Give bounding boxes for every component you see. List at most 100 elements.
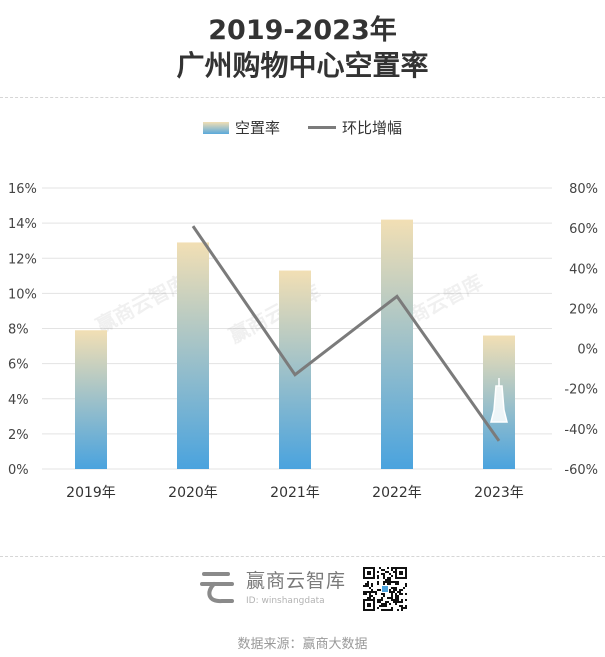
- qr-module: [405, 583, 407, 585]
- brand-id: ID: winshangdata: [246, 596, 325, 606]
- qr-module: [391, 609, 393, 611]
- qr-module: [391, 599, 393, 601]
- bar-2020年: [177, 242, 209, 469]
- qr-module: [369, 597, 371, 599]
- qr-module: [389, 609, 391, 611]
- qr-module: [383, 603, 385, 605]
- qr-module: [391, 567, 393, 569]
- qr-module: [377, 607, 379, 609]
- qr-module: [385, 609, 387, 611]
- y-left-tick-label: 4%: [8, 393, 29, 408]
- qr-module: [393, 587, 395, 589]
- qr-module: [367, 603, 371, 607]
- qr-module: [387, 583, 389, 585]
- qr-module: [401, 609, 403, 611]
- qr-module: [393, 599, 395, 601]
- qr-module: [373, 597, 375, 599]
- top-divider: [0, 97, 605, 98]
- qr-module: [395, 595, 397, 597]
- bar-2021年: [279, 270, 311, 469]
- data-source: 数据来源：赢商大数据: [237, 637, 368, 652]
- qr-module: [397, 595, 399, 597]
- legend-bar-swatch: [202, 121, 229, 134]
- y-left-tick-label: 0%: [8, 463, 29, 478]
- watermark-text: 赢商云智库: [92, 270, 192, 338]
- qr-module: [403, 607, 405, 609]
- qr-module: [391, 607, 393, 609]
- qr-module: [382, 586, 388, 592]
- chart-title-line1: 2019-2023年: [208, 15, 397, 46]
- qr-module: [383, 593, 385, 595]
- qr-module: [395, 583, 397, 585]
- qr-module: [397, 591, 399, 593]
- qr-module: [405, 593, 407, 595]
- bar-2022年: [381, 219, 413, 469]
- qr-module: [365, 593, 367, 595]
- qr-module: [383, 609, 385, 611]
- qr-module: [383, 577, 385, 579]
- qr-module: [395, 593, 397, 595]
- qr-module: [369, 593, 371, 595]
- brand-logo-icon: [198, 566, 238, 606]
- qr-module: [365, 583, 367, 585]
- qr-module: [377, 583, 379, 585]
- qr-module: [379, 589, 381, 591]
- qr-module: [401, 605, 403, 607]
- qr-module: [381, 609, 383, 611]
- x-tick-label: 2023年: [474, 485, 524, 501]
- qr-module: [367, 597, 369, 599]
- qr-module: [401, 589, 403, 591]
- qr-module: [367, 591, 369, 593]
- qr-module: [391, 591, 393, 593]
- qr-module: [401, 599, 403, 601]
- qr-module: [371, 585, 373, 587]
- qr-module: [399, 589, 401, 591]
- qr-module: [387, 609, 389, 611]
- qr-module: [387, 601, 389, 603]
- qr-module: [367, 581, 369, 583]
- qr-module: [389, 573, 391, 575]
- y-right-tick-label: 40%: [569, 262, 598, 277]
- y-left-tick-label: 16%: [8, 182, 37, 197]
- qr-module: [365, 591, 367, 593]
- qr-module: [405, 599, 407, 601]
- qr-module: [397, 601, 399, 603]
- legend-line-label: 环比增幅: [342, 119, 403, 137]
- qr-module: [389, 597, 391, 599]
- qr-module: [383, 569, 385, 571]
- qr-module: [397, 599, 399, 601]
- qr-module: [391, 569, 393, 571]
- qr-module: [367, 585, 369, 587]
- qr-module: [381, 597, 383, 599]
- qr-module: [363, 591, 365, 593]
- qr-module: [387, 571, 389, 573]
- footer-brand: 赢商云智库 ID: winshangdata: [198, 566, 346, 606]
- qr-module: [395, 581, 397, 583]
- legend-line-swatch: [308, 126, 336, 129]
- qr-module: [377, 599, 379, 601]
- y-right-tick-label: 20%: [569, 302, 598, 317]
- qr-module: [401, 607, 403, 609]
- qr-module: [389, 583, 391, 585]
- qr-module: [371, 589, 373, 591]
- legend-bar-label: 空置率: [234, 119, 280, 137]
- qr-module: [377, 589, 379, 591]
- qr-module: [377, 577, 379, 579]
- y-left-tick-label: 6%: [8, 358, 29, 373]
- qr-module: [369, 595, 371, 597]
- qr-module: [379, 599, 381, 601]
- qr-module: [389, 581, 391, 583]
- qr-module: [405, 585, 407, 587]
- canton-tower-icon: [490, 378, 508, 423]
- qr-module: [375, 591, 377, 593]
- chart-title-line2: 广州购物中心空置率: [176, 49, 429, 82]
- qr-module: [391, 593, 393, 595]
- qr-module: [387, 581, 389, 583]
- qr-module: [365, 585, 367, 587]
- qr-module: [395, 601, 397, 603]
- qr-module: [383, 583, 385, 585]
- qr-module: [383, 595, 385, 597]
- qr-module: [395, 589, 397, 591]
- qr-module: [383, 581, 385, 583]
- qr-code-icon: [362, 566, 408, 612]
